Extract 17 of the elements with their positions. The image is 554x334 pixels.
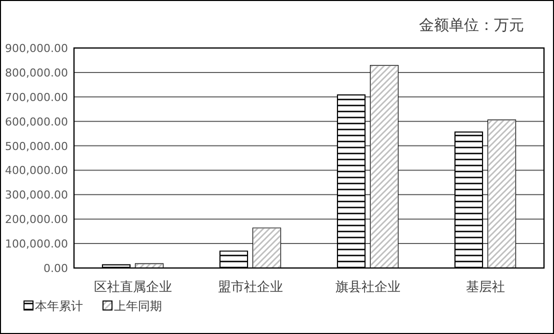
- y-tick-label: 300,000.00: [5, 188, 68, 202]
- y-tick-label: 600,000.00: [5, 115, 68, 128]
- legend-label: 上年同期: [114, 299, 162, 313]
- legend-label: 本年累计: [35, 299, 83, 313]
- chart-title: 金额单位：万元: [419, 16, 524, 34]
- y-tick-label: 900,000.00: [5, 42, 68, 55]
- y-tick-label: 400,000.00: [5, 164, 68, 178]
- y-tick-label: 700,000.00: [5, 90, 68, 104]
- y-tick-label: 500,000.00: [5, 140, 68, 153]
- x-tick-label: 基层社: [466, 280, 505, 295]
- y-tick-label: 200,000.00: [5, 213, 68, 226]
- x-tick-label: 区社直属企业: [94, 280, 172, 295]
- y-tick-label: 0.00: [44, 262, 68, 275]
- y-tick-label: 100,000.00: [5, 238, 68, 251]
- y-tick-label: 800,000.00: [5, 66, 68, 80]
- x-tick-label: 盟市社企业: [218, 280, 283, 295]
- x-tick-label: 旗县社企业: [335, 280, 400, 295]
